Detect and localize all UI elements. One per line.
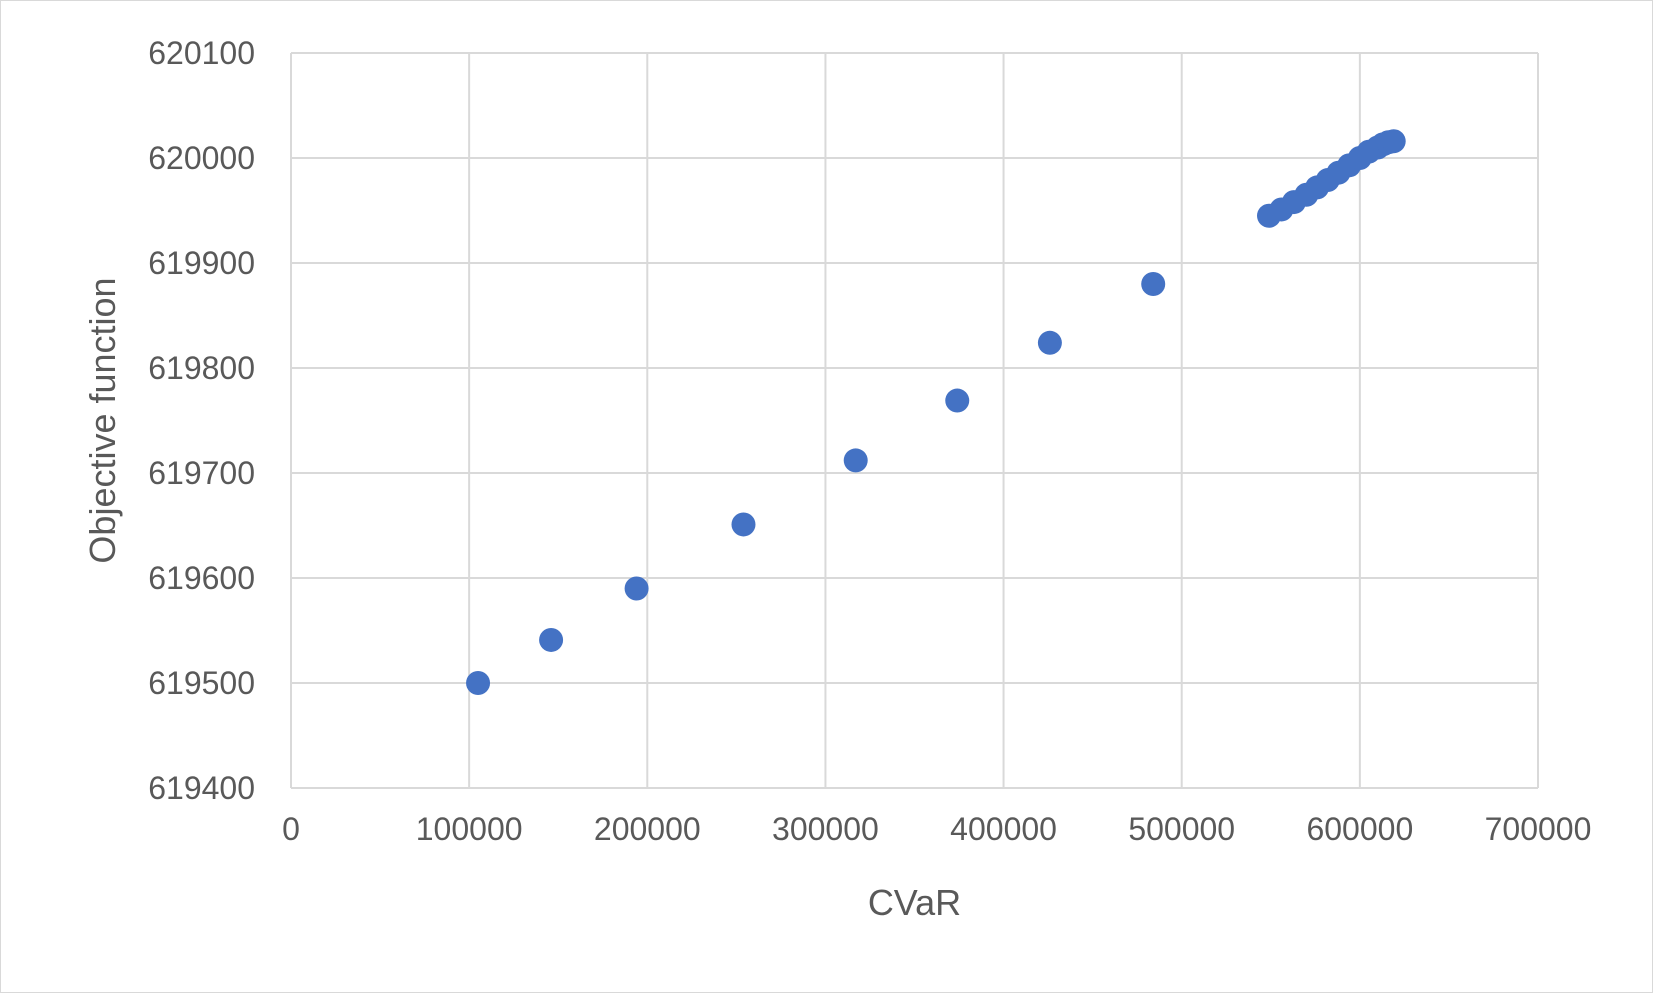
y-tick-label: 619700 xyxy=(148,455,255,491)
data-point xyxy=(731,512,756,537)
y-tick-label: 620100 xyxy=(148,35,255,71)
data-point xyxy=(466,671,491,695)
x-tick-label: 400000 xyxy=(950,811,1057,847)
data-point xyxy=(1141,272,1166,296)
x-tick-label: 700000 xyxy=(1485,811,1592,847)
gridlines xyxy=(290,52,1539,789)
y-tick-label: 619500 xyxy=(148,665,255,701)
y-tick-label: 620000 xyxy=(148,140,255,176)
data-points xyxy=(466,129,1406,695)
x-tick-label: 0 xyxy=(282,811,300,847)
data-point xyxy=(945,388,970,413)
data-point xyxy=(624,576,649,601)
data-point xyxy=(1381,129,1406,154)
y-tick-label: 619900 xyxy=(148,245,255,281)
x-tick-label: 500000 xyxy=(1128,811,1235,847)
x-tick-label: 600000 xyxy=(1306,811,1413,847)
data-point xyxy=(843,448,868,473)
data-point xyxy=(1037,330,1062,355)
data-point xyxy=(539,627,564,652)
y-axis-title: Objective function xyxy=(82,277,123,563)
x-tick-label: 200000 xyxy=(594,811,701,847)
x-tick-label: 100000 xyxy=(416,811,523,847)
x-axis-title: CVaR xyxy=(868,882,961,923)
tick-labels: 0 100000 200000 300000 400000 500000 600000 700… xyxy=(148,35,1591,847)
y-tick-label: 619800 xyxy=(148,350,255,386)
y-tick-label: 619400 xyxy=(148,770,255,806)
y-tick-label: 619600 xyxy=(148,560,255,596)
x-tick-label: 300000 xyxy=(772,811,879,847)
